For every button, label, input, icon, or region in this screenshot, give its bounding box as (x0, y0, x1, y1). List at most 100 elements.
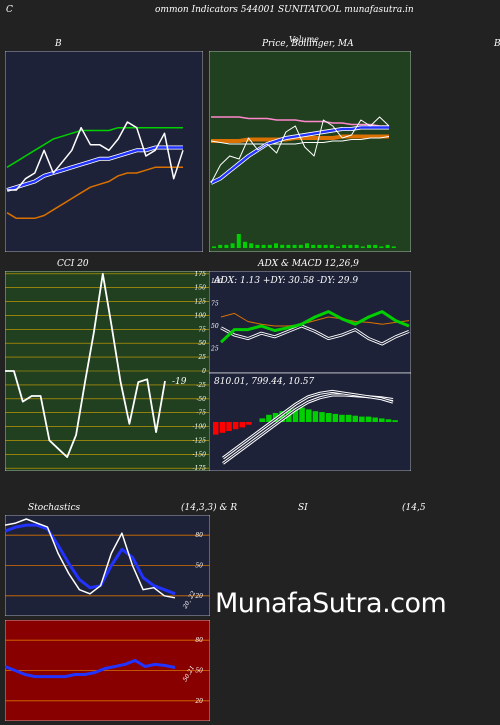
macd-histogram-bar (359, 416, 365, 422)
stochastics-title: Stochastics (28, 503, 81, 513)
macd-histogram-bar (299, 407, 305, 422)
bollinger-price-line (7, 121, 184, 191)
macd-histogram-bar (385, 419, 392, 422)
macd-histogram-bar (226, 422, 232, 431)
macd-readout: 810.01, 799.44, 10.57 (214, 377, 314, 387)
volume-bar (267, 244, 272, 248)
cci-tick-label: 100 (195, 312, 207, 319)
stoch-tick-label: 50 (195, 563, 203, 570)
volume-bar (261, 244, 266, 248)
cci-line (5, 272, 166, 459)
volume-bar (249, 243, 254, 248)
adx-line (220, 312, 410, 327)
volume-bar (342, 244, 347, 248)
volume-title: Volume (289, 35, 319, 44)
volume-bar (379, 246, 384, 248)
volume-bar (317, 244, 322, 248)
macd-histogram-bar (379, 418, 385, 422)
volume-bar (311, 244, 316, 248)
macd-histogram-bar (306, 409, 312, 422)
cut-right-title: B (494, 39, 500, 49)
volume-bar (373, 244, 378, 248)
bollinger-title: B (55, 39, 62, 49)
macd-histogram-bar (213, 422, 219, 435)
cci-tick-label: 150 (195, 285, 207, 292)
volume-bar (323, 244, 328, 248)
macd-histogram-bar (339, 414, 345, 422)
volume-bar (212, 246, 216, 248)
plus-di-line (219, 310, 410, 344)
macd-histogram-bar (312, 411, 319, 422)
volume-bar (230, 243, 235, 248)
macd-histogram-bar (266, 414, 272, 422)
volume-bar (329, 244, 334, 248)
macd-histogram-bar (292, 408, 299, 422)
cci-chart: 175 150 125 100 75 50 25 0 -25 -50 -75 -100 -125 -150… (5, 271, 210, 471)
cci-tick-label: 0 (202, 368, 206, 375)
macd-histogram-bar (219, 422, 226, 433)
macd-histogram-bar (372, 417, 378, 422)
volume-bar (391, 246, 396, 248)
price-ma-title: Price, Bollinger, MA (262, 39, 354, 49)
watermark: MunafaSutra.com (215, 588, 447, 619)
volume-bar (280, 244, 285, 248)
cci-title: CCI 20 (57, 259, 89, 269)
volume-bar (367, 244, 371, 248)
stoch-tick-label: 20 (194, 593, 203, 600)
macd-histogram-bar (345, 414, 352, 422)
upper-band-line (211, 116, 389, 127)
bollinger-chart (5, 51, 203, 252)
macd-histogram-bar (232, 422, 239, 430)
rsi-tick-label: 50 (195, 668, 203, 675)
cci-tick-label: -25 (196, 382, 206, 389)
volume-bar (298, 244, 303, 248)
rsi-tick-label: 80 (195, 637, 203, 644)
adx-tick-label: 25 (210, 346, 219, 353)
cci-tick-label: 175 (195, 271, 207, 278)
cci-tick-label: 25 (197, 354, 206, 361)
header-corner-left: C (6, 5, 13, 15)
macd-histogram-bar (332, 413, 339, 422)
volume-bar (336, 246, 340, 248)
volume-bar (348, 244, 353, 248)
bollinger-lower-line (6, 166, 183, 220)
macd-histogram-bar (352, 415, 358, 422)
rsi-params: (14,5 (402, 503, 426, 513)
cci-tick-label: 125 (195, 299, 207, 306)
volume-bar (292, 244, 297, 248)
rsi-title: SI (298, 503, 308, 513)
price-line (210, 116, 390, 184)
cci-tick-label: -175 (193, 465, 207, 471)
adx-tick-label: 75 (211, 301, 219, 308)
volume-bar (224, 244, 229, 248)
cci-tick-label: -50 (196, 396, 206, 403)
adx-readout: ADX: 1.13 +DY: 30.58 -DY: 29.9 (213, 276, 358, 286)
cci-last-value: -19 (172, 377, 187, 387)
minus-di-line (220, 325, 410, 345)
rsi-tick-label: 20 (194, 698, 203, 705)
volume-bar (286, 244, 291, 248)
adx-tick-label: 50 (211, 323, 219, 330)
macd-histogram-bar (325, 413, 332, 422)
bollinger-bg (5, 51, 203, 252)
macd-histogram-bar (259, 418, 265, 422)
ma-line-1 (211, 134, 389, 143)
volume-bar (255, 244, 260, 248)
stoch-tick-label: 80 (195, 532, 203, 539)
cci-tick-label: 75 (198, 326, 206, 333)
volume-bar (218, 244, 223, 248)
stoch-k-line (5, 518, 176, 599)
volume-bar (236, 234, 241, 248)
macd-histogram-bar (365, 416, 372, 422)
volume-bar (360, 246, 365, 248)
volume-bar (305, 243, 309, 248)
bollinger-mid-line (6, 146, 183, 192)
macd-histogram-bar (246, 422, 252, 425)
adx-tick-label: 100 (211, 278, 223, 285)
volume-bar (274, 243, 278, 248)
cci-tick-label: -100 (193, 424, 207, 431)
stoch-d-line (5, 523, 176, 596)
cci-tick-label: 50 (198, 340, 206, 347)
